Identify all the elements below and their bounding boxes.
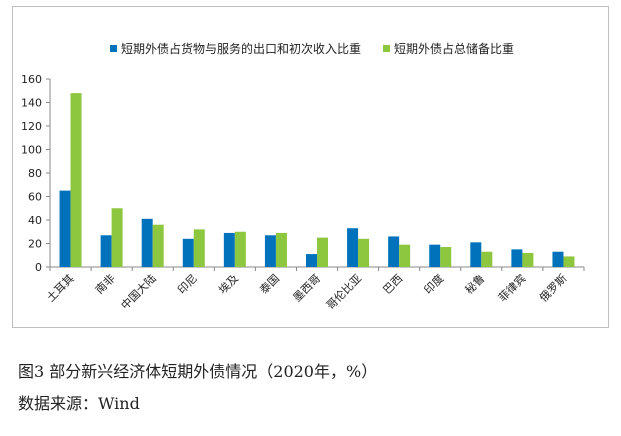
bar-series-1 — [182, 238, 194, 267]
y-tick-label: 100 — [21, 144, 42, 157]
bar-series-2 — [399, 244, 411, 267]
bar-chart: 0 20 40 60 80 100 120 140 160 土耳其 南非 中国大陆 印尼 埃及 泰国 墨西哥哥… — [21, 73, 585, 312]
x-category-label: 墨西哥 — [291, 272, 324, 305]
bar-series-1 — [511, 249, 523, 267]
bar-series-1 — [59, 190, 71, 267]
bar-series-2 — [522, 252, 534, 267]
y-tick-label: 140 — [21, 97, 42, 110]
legend-swatch-series-1 — [110, 45, 117, 52]
figure-caption: 图3 部分新兴经济体短期外债情况（2020年，%） — [18, 362, 378, 381]
legend-swatch-series-2 — [383, 45, 391, 52]
x-category-label: 菲律宾 — [495, 271, 528, 304]
bar-series-1 — [552, 251, 564, 267]
chart-legend: 短期外债占货物与服务的出口和初次收入比重 短期外债占总储备比重 — [110, 40, 514, 57]
legend-item-series-1: 短期外债占货物与服务的出口和初次收入比重 — [110, 40, 361, 57]
bar-series-1 — [347, 228, 359, 267]
bar-series-2 — [193, 229, 205, 267]
bar-series-2 — [317, 237, 328, 267]
bar-series-1 — [470, 242, 482, 267]
bar-series-2 — [563, 256, 575, 267]
y-tick-label: 120 — [21, 120, 42, 133]
x-category-label: 埃及 — [216, 271, 241, 296]
y-tick-label: 0 — [35, 261, 42, 274]
bar-series-1 — [141, 218, 153, 267]
legend-label-series-2: 短期外债占总储备比重 — [394, 42, 515, 56]
bar-series-1 — [100, 235, 112, 267]
bar-series-1 — [223, 232, 235, 267]
x-category-label: 俄罗斯 — [537, 272, 570, 305]
bar-series-2 — [152, 224, 164, 267]
bar-series-1 — [429, 244, 441, 267]
bar-series-2 — [358, 238, 370, 267]
bar-series-2 — [70, 93, 82, 267]
bar-series-2 — [275, 232, 287, 267]
data-source: 数据来源：Wind — [18, 394, 140, 413]
x-category-label: 哥伦比亚 — [323, 271, 364, 312]
x-category-label: 秘鲁 — [462, 271, 487, 296]
bar-series-2 — [111, 208, 123, 267]
x-category-label: 印尼 — [175, 272, 200, 297]
legend-label-series-1: 短期外债占货物与服务的出口和初次收入比重 — [121, 42, 362, 56]
y-tick-label: 160 — [21, 73, 42, 86]
y-tick-label: 80 — [28, 167, 42, 180]
x-category-label: 土耳其 — [44, 272, 77, 305]
bar-series-2 — [440, 247, 452, 267]
bar-series-2 — [481, 251, 493, 267]
bar-series-1 — [264, 235, 276, 267]
y-tick-label: 20 — [28, 238, 42, 251]
x-category-label: 中国大陆 — [118, 271, 159, 312]
y-tick-label: 40 — [28, 214, 42, 227]
y-tick-label: 60 — [28, 191, 42, 204]
x-category-label: 泰国 — [257, 271, 282, 296]
x-category-label: 巴西 — [381, 272, 406, 297]
chart-frame — [12, 6, 609, 328]
legend-item-series-2: 短期外债占总储备比重 — [383, 40, 514, 57]
x-category-label: 印度 — [421, 271, 446, 296]
bar-series-2 — [234, 231, 246, 267]
x-category-label: 南非 — [93, 272, 118, 297]
bar-series-1 — [388, 236, 400, 267]
bar-series-1 — [306, 254, 317, 267]
